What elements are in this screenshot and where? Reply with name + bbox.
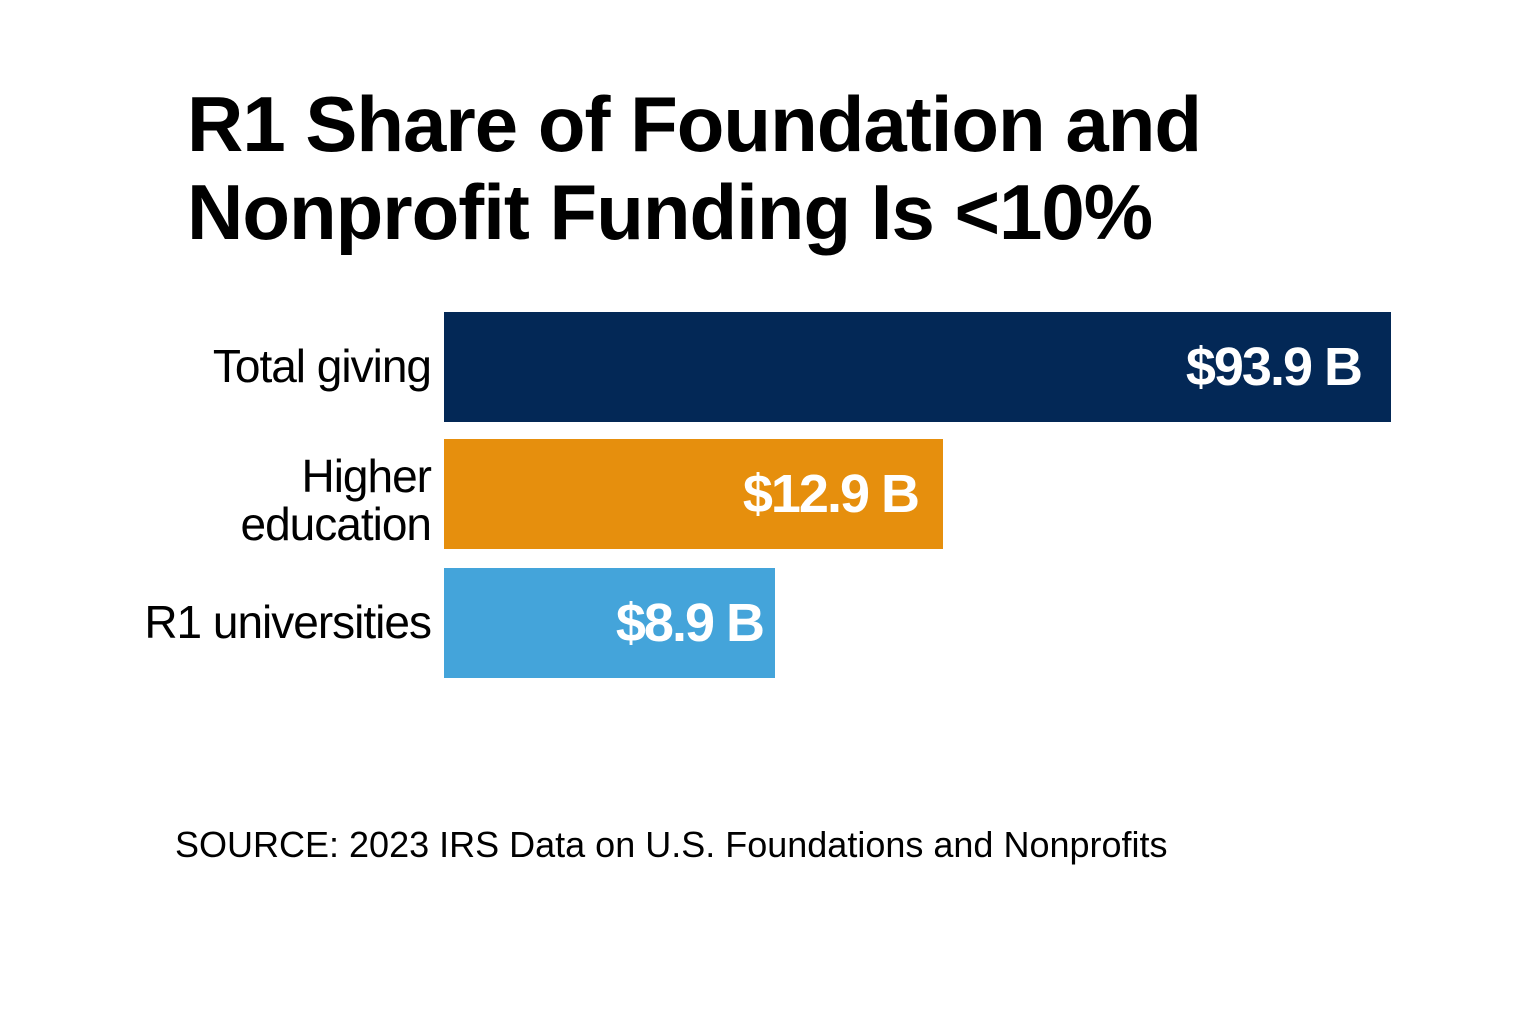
category-label: education — [240, 498, 432, 550]
category-label: Total giving — [212, 340, 432, 392]
bar — [444, 568, 775, 678]
source-note: SOURCE: 2023 IRS Data on U.S. Foundation… — [175, 824, 1168, 865]
title-line-1: R1 Share of Foundation and — [187, 80, 1202, 168]
data-label: $93.9 B — [1185, 337, 1363, 397]
bar — [444, 312, 1391, 422]
title-line-2: Nonprofit Funding Is <10% — [187, 168, 1153, 256]
bar — [444, 439, 943, 549]
category-label: Higher — [301, 450, 432, 502]
data-label: $12.9 B — [742, 464, 920, 524]
chart-title: R1 Share of Foundation and Nonprofit Fun… — [187, 80, 1202, 256]
category-label: R1 universities — [144, 596, 432, 648]
data-label: $8.9 B — [615, 593, 765, 653]
